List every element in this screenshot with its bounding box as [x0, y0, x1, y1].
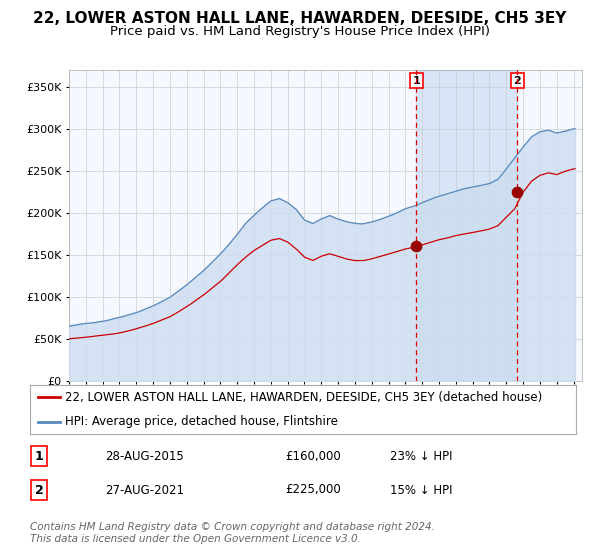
- Text: HPI: Average price, detached house, Flintshire: HPI: Average price, detached house, Flin…: [65, 415, 338, 428]
- Text: 22, LOWER ASTON HALL LANE, HAWARDEN, DEESIDE, CH5 3EY: 22, LOWER ASTON HALL LANE, HAWARDEN, DEE…: [34, 11, 566, 26]
- Text: 1: 1: [413, 76, 421, 86]
- Text: £225,000: £225,000: [285, 483, 341, 497]
- Text: 27-AUG-2021: 27-AUG-2021: [105, 483, 184, 497]
- Text: 2: 2: [35, 483, 43, 497]
- Text: 23% ↓ HPI: 23% ↓ HPI: [390, 450, 452, 463]
- Text: 2: 2: [514, 76, 521, 86]
- Bar: [416, 70, 517, 381]
- Text: Price paid vs. HM Land Registry's House Price Index (HPI): Price paid vs. HM Land Registry's House …: [110, 25, 490, 38]
- Text: £160,000: £160,000: [285, 450, 341, 463]
- Text: 28-AUG-2015: 28-AUG-2015: [105, 450, 184, 463]
- Text: Contains HM Land Registry data © Crown copyright and database right 2024.
This d: Contains HM Land Registry data © Crown c…: [30, 522, 435, 544]
- Text: 15% ↓ HPI: 15% ↓ HPI: [390, 483, 452, 497]
- Point: [412, 242, 421, 251]
- Text: 1: 1: [35, 450, 43, 463]
- Point: [512, 187, 522, 197]
- Text: 22, LOWER ASTON HALL LANE, HAWARDEN, DEESIDE, CH5 3EY (detached house): 22, LOWER ASTON HALL LANE, HAWARDEN, DEE…: [65, 390, 543, 404]
